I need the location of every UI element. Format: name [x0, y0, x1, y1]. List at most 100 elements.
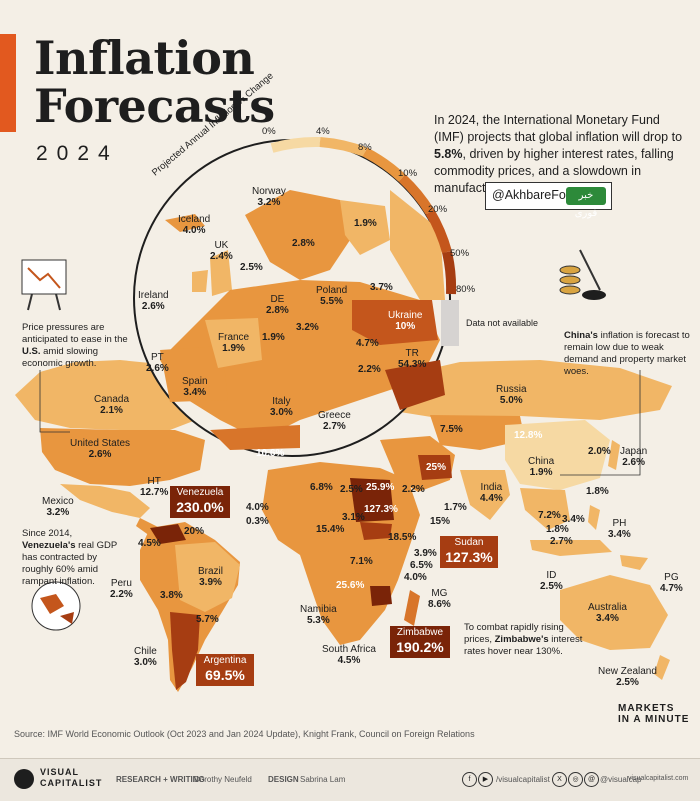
markets-in-a-minute-logo: MARKETS IN A MINUTE	[618, 703, 690, 725]
inset-scandinavia	[245, 190, 350, 280]
legend-ring-0	[270, 136, 321, 153]
value-label: 25%	[426, 462, 447, 473]
value-label: 2.7%	[550, 536, 573, 547]
legend-tick-5: 50%	[450, 248, 470, 259]
social-handle-2[interactable]: @visualcap	[600, 775, 642, 784]
vc-line-1: VISUAL	[40, 767, 80, 777]
instagram-icon[interactable]: ◎	[568, 772, 583, 787]
value-label: 2.2%	[358, 364, 381, 375]
country-label: United States 2.6%	[70, 438, 131, 460]
watermark-text: @AkhbareFori	[492, 188, 573, 202]
country-label: Italy 3.0%	[270, 396, 293, 418]
country-label: Japan 2.6%	[620, 446, 648, 468]
map-japan	[608, 440, 620, 470]
value-label: 3.2%	[296, 322, 319, 333]
youtube-icon[interactable]: ▶	[478, 772, 493, 787]
value-label: 15.4%	[316, 524, 345, 535]
social-handle-1[interactable]: /visualcapitalist	[496, 775, 550, 784]
intro-text: In 2024, the International Monetary Fund…	[434, 113, 683, 195]
country-label: Spain 3.4%	[182, 376, 208, 398]
world-map	[15, 136, 672, 692]
country-label: China 1.9%	[528, 456, 555, 478]
year-label: 2024	[36, 142, 119, 165]
map-se-asia	[520, 488, 570, 530]
map-mexico	[60, 484, 150, 518]
coin-stack-icon	[559, 249, 606, 300]
inset-north-africa	[210, 425, 300, 450]
value-label: 12.8%	[514, 430, 543, 441]
china-callout-line	[560, 370, 641, 476]
value-label: 4.7%	[356, 338, 379, 349]
country-label: MG 8.6%	[428, 588, 451, 610]
inset-turkey	[385, 360, 445, 410]
country-label: Poland 5.5%	[316, 285, 348, 307]
map-central-asia	[430, 415, 525, 450]
website-link[interactable]: visualcapitalist.com	[628, 775, 689, 782]
map-russia	[390, 360, 672, 420]
country-label: South Africa 4.5%	[322, 644, 376, 666]
map-new-zealand	[654, 655, 670, 680]
country-label: Canada 2.1%	[94, 394, 130, 416]
legend-tick-0: 0%	[262, 126, 276, 137]
country-label: ID 2.5%	[540, 570, 563, 592]
value-label: 1.9%	[262, 332, 285, 343]
legend-tick-4: 20%	[428, 204, 448, 215]
value-label: 1.8%	[546, 524, 569, 535]
value-label: 4.0%	[404, 572, 427, 583]
country-label: TR 54.3%	[398, 348, 427, 370]
vc-logo-icon	[14, 769, 34, 789]
value-label: 2.2%	[402, 484, 425, 495]
inset-france	[205, 318, 262, 368]
value-label: 127.3%	[364, 504, 398, 515]
value-label: 2.5%	[240, 262, 263, 273]
country-label: Namibia 5.3%	[300, 604, 337, 626]
facebook-icon[interactable]: f	[462, 772, 477, 787]
map-iran	[418, 455, 452, 480]
country-label: Ukraine 10%	[388, 310, 423, 332]
value-label: 3.7%	[370, 282, 393, 293]
map-indonesia	[530, 540, 612, 556]
x-icon[interactable]: X	[552, 772, 567, 787]
design-label: DESIGN	[268, 775, 299, 784]
inset-iberia	[160, 346, 228, 402]
value-label: 1.8%	[586, 486, 609, 497]
value-label: 4.5%	[138, 538, 161, 549]
threads-icon[interactable]: @	[584, 772, 599, 787]
value-label: 25.9%	[366, 482, 395, 493]
country-label: France 1.9%	[218, 332, 250, 354]
country-label: Peru 2.2%	[110, 578, 133, 600]
legend-tick-6: 80%	[456, 284, 476, 295]
value-label: 15%	[430, 516, 451, 527]
watermark-logo: خبر فوری	[566, 187, 606, 219]
value-label: 10.6%	[256, 448, 285, 459]
research-label: RESEARCH + WRITING	[116, 775, 205, 784]
value-label: 1.9%	[354, 218, 377, 229]
page-title: Inflation Forecasts	[34, 34, 275, 130]
country-label: Iceland 4.0%	[178, 214, 211, 236]
map-sudan	[350, 478, 394, 522]
map-zimbabwe	[370, 586, 392, 606]
map-png	[620, 555, 648, 570]
chart-sign-icon	[21, 259, 67, 311]
vc-line-2: CAPITALIST	[40, 778, 103, 788]
country-label: Ireland 2.6%	[138, 290, 169, 312]
title-line-1: Inflation	[34, 31, 255, 85]
country-label: PT 2.6%	[146, 352, 169, 374]
value-label: 20%	[184, 526, 205, 537]
map-brazil	[175, 542, 240, 612]
value-label: 6.5%	[410, 560, 433, 571]
country-label: Russia 5.0%	[496, 384, 527, 406]
legend-na-swatch	[441, 300, 459, 346]
legend-tick-3: 10%	[398, 168, 418, 179]
value-label: 6.8%	[310, 482, 333, 493]
globe-icon	[31, 581, 81, 631]
map-australia	[560, 575, 668, 650]
legend-ring-1	[319, 137, 367, 157]
legend-ring-5	[442, 250, 457, 295]
highlight-sudan: Sudan 127.3%	[440, 536, 498, 568]
research-name: Dorothy Neufeld	[194, 775, 252, 784]
value-label: 0.3%	[246, 516, 269, 527]
country-label: UK 2.4%	[210, 240, 233, 262]
country-label: PG 4.7%	[660, 572, 683, 594]
title-line-2: Forecasts	[34, 79, 275, 133]
